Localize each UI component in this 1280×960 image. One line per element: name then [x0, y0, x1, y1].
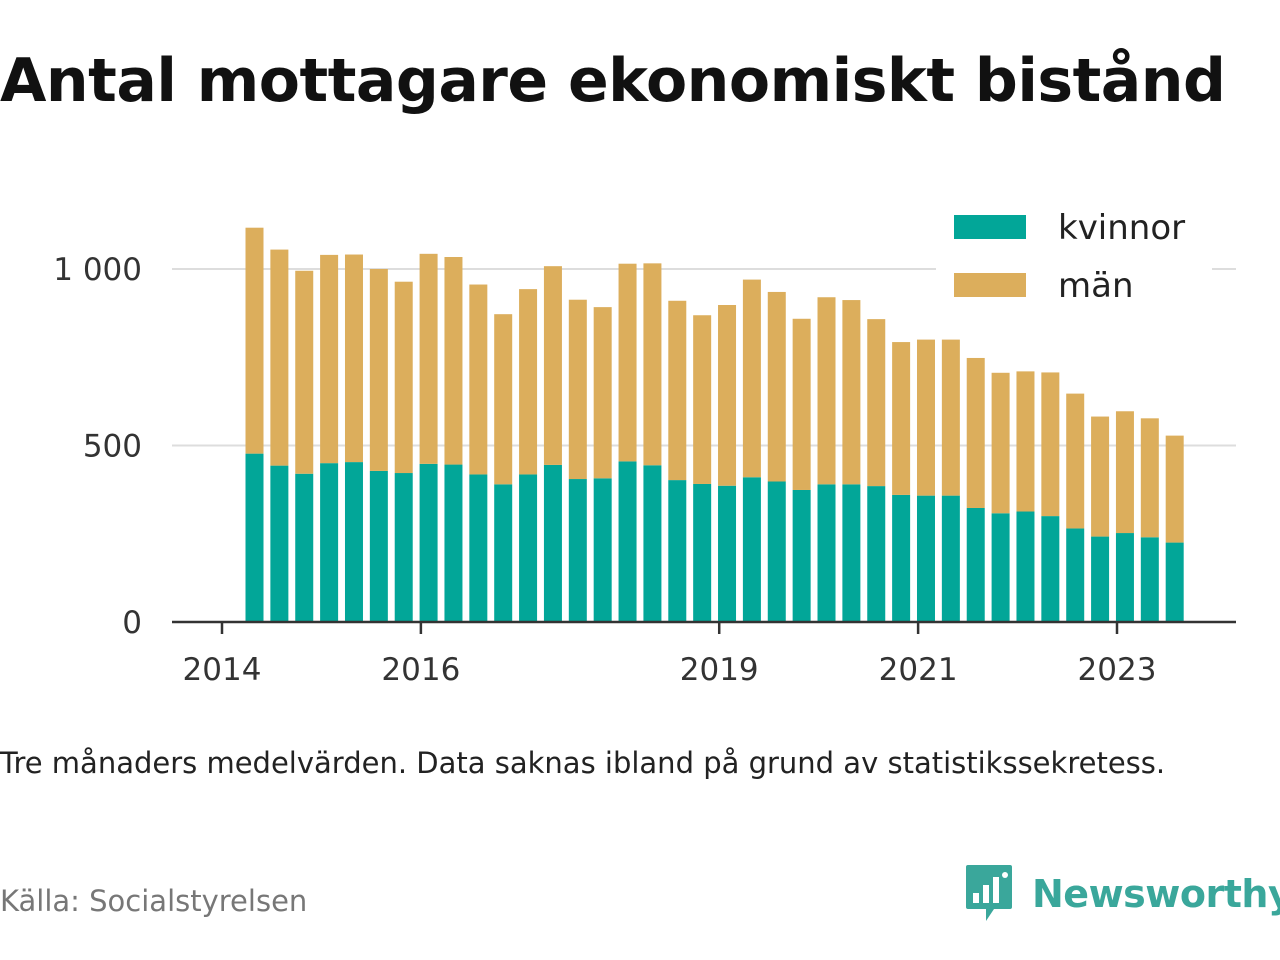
bar-man [245, 227, 264, 454]
newsworthy-logo-icon [966, 865, 1012, 921]
bar-man [916, 339, 935, 496]
bar-man [1115, 411, 1134, 534]
bar-kvinnor [369, 470, 388, 622]
bar-man [593, 307, 612, 479]
bar-kvinnor [1066, 528, 1085, 622]
bar-kvinnor [1041, 516, 1060, 622]
bar-kvinnor [444, 464, 463, 622]
x-tick-label: 2023 [1078, 652, 1157, 688]
bar-man [369, 269, 388, 471]
bar-kvinnor [668, 480, 687, 622]
bar-man [842, 300, 861, 485]
bar-kvinnor [568, 479, 587, 622]
bar-kvinnor [1016, 511, 1035, 622]
bar-kvinnor [718, 485, 737, 622]
bar-man [792, 318, 811, 490]
bar-kvinnor [643, 465, 662, 622]
legend-label: män [1058, 266, 1134, 306]
bar-kvinnor [394, 473, 413, 622]
bar-man [643, 263, 662, 466]
bar-kvinnor [1115, 533, 1134, 622]
legend-label: kvinnor [1058, 208, 1185, 248]
bar-man [693, 315, 712, 484]
bar-kvinnor [320, 463, 339, 622]
bar-kvinnor [742, 477, 761, 622]
x-tick-label: 2021 [879, 652, 958, 688]
bar-man [941, 339, 960, 496]
bar-kvinnor [519, 474, 538, 622]
bars [245, 227, 1184, 622]
bar-kvinnor [1165, 542, 1184, 622]
bar-man [718, 305, 737, 486]
bar-kvinnor [469, 474, 488, 622]
bar-kvinnor [693, 483, 712, 622]
bar-kvinnor [867, 486, 886, 622]
bar-man [618, 263, 637, 462]
bar-man [1041, 372, 1060, 517]
y-tick-label: 0 [122, 605, 142, 641]
bar-man [394, 281, 413, 474]
bar-man [494, 314, 513, 485]
x-tick-label: 2016 [381, 652, 460, 688]
source-credit: Källa: Socialstyrelsen [0, 884, 308, 918]
bar-kvinnor [792, 489, 811, 622]
bar-man [344, 254, 363, 463]
bar-man [1091, 416, 1110, 537]
bar-kvinnor [842, 484, 861, 622]
chart-note: Tre månaders medelvärden. Data saknas ib… [0, 746, 1166, 780]
bar-man [419, 253, 438, 464]
x-tick-label: 2014 [183, 652, 262, 688]
bar-man [867, 319, 886, 487]
bar-kvinnor [892, 494, 911, 622]
x-tick-label: 2019 [680, 652, 759, 688]
legend: kvinnor män [936, 200, 1212, 318]
bar-kvinnor [419, 463, 438, 622]
bar-man [320, 254, 339, 464]
bar-man [991, 372, 1010, 514]
legend-swatch [954, 273, 1026, 297]
axes: 0 500 1 000 2014 2016 2019 2021 2023 [53, 252, 1236, 688]
chart-title: Antal mottagare ekonomiskt bistånd [0, 46, 1226, 116]
bar-man [1140, 418, 1159, 538]
bar-kvinnor [767, 481, 786, 622]
bar-kvinnor [1091, 536, 1110, 622]
bar-man [767, 291, 786, 482]
bar-kvinnor [245, 453, 264, 622]
bar-man [892, 342, 911, 495]
bar-kvinnor [817, 484, 836, 622]
bar-kvinnor [344, 462, 363, 622]
bar-man [270, 249, 289, 466]
bar-man [444, 256, 463, 465]
bar-kvinnor [618, 461, 637, 622]
bar-kvinnor [270, 465, 289, 622]
y-tick-label: 1 000 [53, 252, 142, 288]
bar-kvinnor [991, 513, 1010, 622]
brand-logo-group: Newsworthy [964, 862, 1280, 926]
bar-man [543, 266, 562, 465]
bar-man [295, 270, 314, 474]
bar-kvinnor [916, 495, 935, 622]
y-tick-label: 500 [83, 429, 142, 465]
bar-kvinnor [494, 484, 513, 622]
bar-man [519, 289, 538, 475]
bar-kvinnor [295, 473, 314, 622]
bar-man [1066, 393, 1085, 529]
bar-man [1016, 371, 1035, 512]
bar-man [469, 284, 488, 475]
bar-man [568, 299, 587, 480]
stacked-bar-chart: 0 500 1 000 2014 2016 2019 2021 2023 kvinnor män [53, 200, 1236, 688]
bar-man [742, 279, 761, 478]
bar-kvinnor [941, 495, 960, 622]
bar-man [966, 357, 985, 508]
bar-kvinnor [966, 507, 985, 622]
legend-swatch [954, 215, 1026, 239]
bar-man [817, 297, 836, 485]
bar-kvinnor [543, 464, 562, 622]
brand-name: Newsworthy [1032, 872, 1280, 916]
bar-kvinnor [593, 478, 612, 622]
bar-man [668, 300, 687, 481]
bar-kvinnor [1140, 537, 1159, 622]
bar-man [1165, 435, 1184, 543]
